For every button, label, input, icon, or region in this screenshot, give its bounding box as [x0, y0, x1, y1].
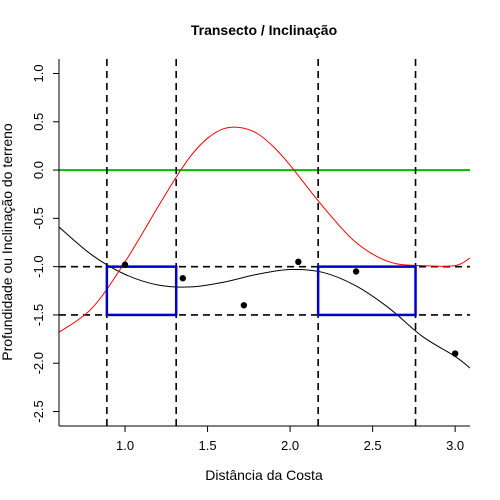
y-tick-label-1: -2.0	[31, 352, 46, 374]
zone-rect-0	[105, 265, 178, 317]
y-tick-label-4: -0.5	[31, 207, 46, 229]
x-axis-label: Distância da Costa	[205, 467, 323, 483]
y-tick-label-6: 0.5	[31, 113, 46, 131]
data-point-3	[295, 258, 302, 266]
y-tick-label-5: 0.0	[31, 161, 46, 179]
y-tick-label-0: -2.5	[31, 400, 46, 422]
axes: 1.0 1.5 2.0 2.5 3.0 -2.5 -2.0 -1.5 -1.0 -0.5 0.0 0.…	[31, 59, 470, 453]
y-axis-label: Profundidade ou Inclinação do terreno	[0, 123, 15, 361]
data-point-5	[451, 350, 459, 357]
x-tick-label-0: 1.0	[116, 438, 134, 453]
data-point-0	[121, 261, 129, 268]
x-tick-label-3: 2.5	[364, 438, 382, 453]
data-point-1	[179, 275, 186, 282]
y-tick-label-7: 1.0	[31, 64, 46, 82]
zone-rect-1	[316, 265, 417, 317]
data-point-2	[240, 302, 248, 309]
chart-title: Transecto / Inclinação	[191, 22, 337, 38]
x-tick-label-1: 1.5	[199, 438, 217, 453]
series-line-2	[59, 126, 470, 333]
y-tick-label-2: -1.5	[31, 304, 46, 326]
y-tick-label-3: -1.0	[31, 255, 46, 277]
data-point-4	[352, 268, 360, 275]
x-tick-label-2: 2.0	[281, 438, 299, 453]
x-tick-label-4: 3.0	[446, 438, 464, 453]
plot-clip-group	[59, 59, 470, 426]
series-line-1	[59, 226, 470, 369]
plot-area	[59, 59, 470, 426]
